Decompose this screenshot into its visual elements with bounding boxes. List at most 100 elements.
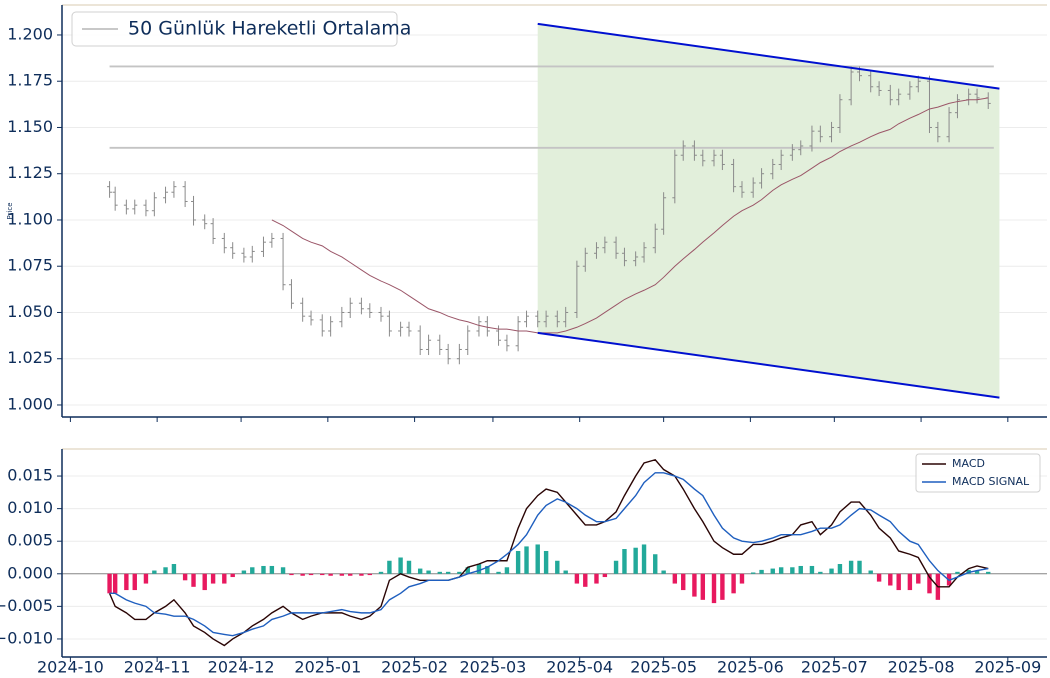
histogram-bar xyxy=(222,573,227,584)
histogram-bar xyxy=(837,564,843,574)
histogram-bar xyxy=(661,570,666,574)
histogram-bar xyxy=(868,570,873,574)
y-tick-label: 1.050 xyxy=(7,302,53,321)
histogram-bar xyxy=(907,573,913,591)
x-tick-label: 2025-07 xyxy=(801,658,868,677)
histogram-bar xyxy=(633,547,638,574)
x-tick-label: 2024-12 xyxy=(208,658,275,677)
histogram-bar xyxy=(574,573,580,584)
histogram-bar xyxy=(250,567,255,574)
histogram-bar xyxy=(770,568,775,574)
y-tick-label: 1.025 xyxy=(7,348,53,367)
triangle-upper xyxy=(537,22,1000,90)
y-tick-label: 1.075 xyxy=(7,256,53,275)
histogram-bar xyxy=(485,565,490,574)
legend-label: MACD xyxy=(952,457,985,470)
x-tick-label: 2025-04 xyxy=(546,658,613,677)
histogram-bar xyxy=(359,573,364,576)
histogram-bar xyxy=(143,573,149,584)
histogram-bar xyxy=(896,573,901,591)
legend-box xyxy=(915,453,1041,493)
histogram-bar xyxy=(241,570,247,574)
histogram-bar xyxy=(809,565,815,574)
legend-label: MACD SIGNAL xyxy=(952,475,1030,488)
histogram-bar xyxy=(112,573,118,594)
moving-average xyxy=(271,97,989,334)
y-tick-label: 1.000 xyxy=(7,394,53,413)
x-tick-label: 2025-03 xyxy=(460,658,527,677)
triangle-area xyxy=(537,23,1000,398)
histogram-bar xyxy=(230,573,235,578)
histogram-bar xyxy=(790,567,795,574)
x-tick-label: 2025-05 xyxy=(630,658,697,677)
histogram-bar xyxy=(653,554,658,574)
histogram-bar xyxy=(320,573,325,576)
histogram-bar xyxy=(182,573,188,581)
histogram-bar xyxy=(524,546,529,574)
histogram-bar xyxy=(328,573,333,576)
x-tick-label: 2025-08 xyxy=(888,658,955,677)
histogram-bar xyxy=(107,573,112,594)
histogram-bar xyxy=(437,571,442,574)
histogram-bar xyxy=(848,560,854,574)
histogram-bar xyxy=(300,573,305,576)
histogram-bar xyxy=(641,544,647,574)
triangle-lower xyxy=(537,331,1000,399)
histogram-bar xyxy=(387,560,392,574)
histogram-bar xyxy=(163,567,168,574)
histogram-bar xyxy=(465,567,470,574)
histogram-bar xyxy=(555,560,560,574)
histogram-bar xyxy=(739,573,745,584)
y-tick-label: 0.010 xyxy=(7,498,53,517)
x-tick-label: 2025-02 xyxy=(381,658,448,677)
histogram-bar xyxy=(445,571,451,574)
histogram-bar xyxy=(426,570,431,574)
histogram-bar xyxy=(876,573,882,582)
histogram-bar xyxy=(888,573,893,586)
histogram-bar xyxy=(750,572,756,574)
y-tick-label: 0.000 xyxy=(7,563,53,582)
histogram-bar xyxy=(759,569,764,574)
histogram-bar xyxy=(515,550,521,574)
histogram-bar xyxy=(269,565,275,574)
histogram-bar xyxy=(132,573,137,591)
histogram-bar xyxy=(602,573,608,578)
histogram-bar xyxy=(124,573,129,591)
histogram-bar xyxy=(535,544,540,574)
macd-line xyxy=(108,458,989,647)
histogram-bar xyxy=(720,573,725,600)
legend-box xyxy=(71,11,398,47)
histogram-bar xyxy=(622,549,627,574)
histogram-bar xyxy=(613,560,619,574)
histogram-bar xyxy=(496,571,501,574)
histogram-bar xyxy=(543,550,549,574)
histogram-bar xyxy=(731,573,736,594)
histogram-bar xyxy=(339,573,345,576)
histogram-bar xyxy=(692,573,697,597)
histogram-bar xyxy=(417,568,423,574)
histogram-bar xyxy=(457,571,462,574)
histogram-bar xyxy=(711,573,717,604)
x-tick-label: 2025-01 xyxy=(294,658,361,677)
y-tick-label: 0.015 xyxy=(7,466,53,485)
histogram-bar xyxy=(308,573,314,576)
histogram-bar xyxy=(672,573,678,584)
x-tick-label: 2024-11 xyxy=(124,658,191,677)
histogram-bar xyxy=(857,560,862,574)
histogram-bar xyxy=(398,557,403,574)
histogram-bar xyxy=(367,573,373,576)
histogram-bar xyxy=(986,571,991,574)
x-tick-label: 2025-09 xyxy=(974,658,1041,677)
histogram-bar xyxy=(916,573,921,584)
histogram-bar xyxy=(289,573,294,576)
y-tick-label: 1.100 xyxy=(7,209,53,228)
y-tick-label: 1.175 xyxy=(7,71,53,90)
macd-line xyxy=(109,472,989,637)
y-tick-label: 0.005 xyxy=(7,531,53,550)
histogram-bar xyxy=(210,573,216,584)
histogram-bar xyxy=(348,573,353,576)
y-tick-label: 1.125 xyxy=(7,163,53,182)
y-axis-label: Price xyxy=(6,202,14,219)
histogram-bar xyxy=(829,568,834,574)
